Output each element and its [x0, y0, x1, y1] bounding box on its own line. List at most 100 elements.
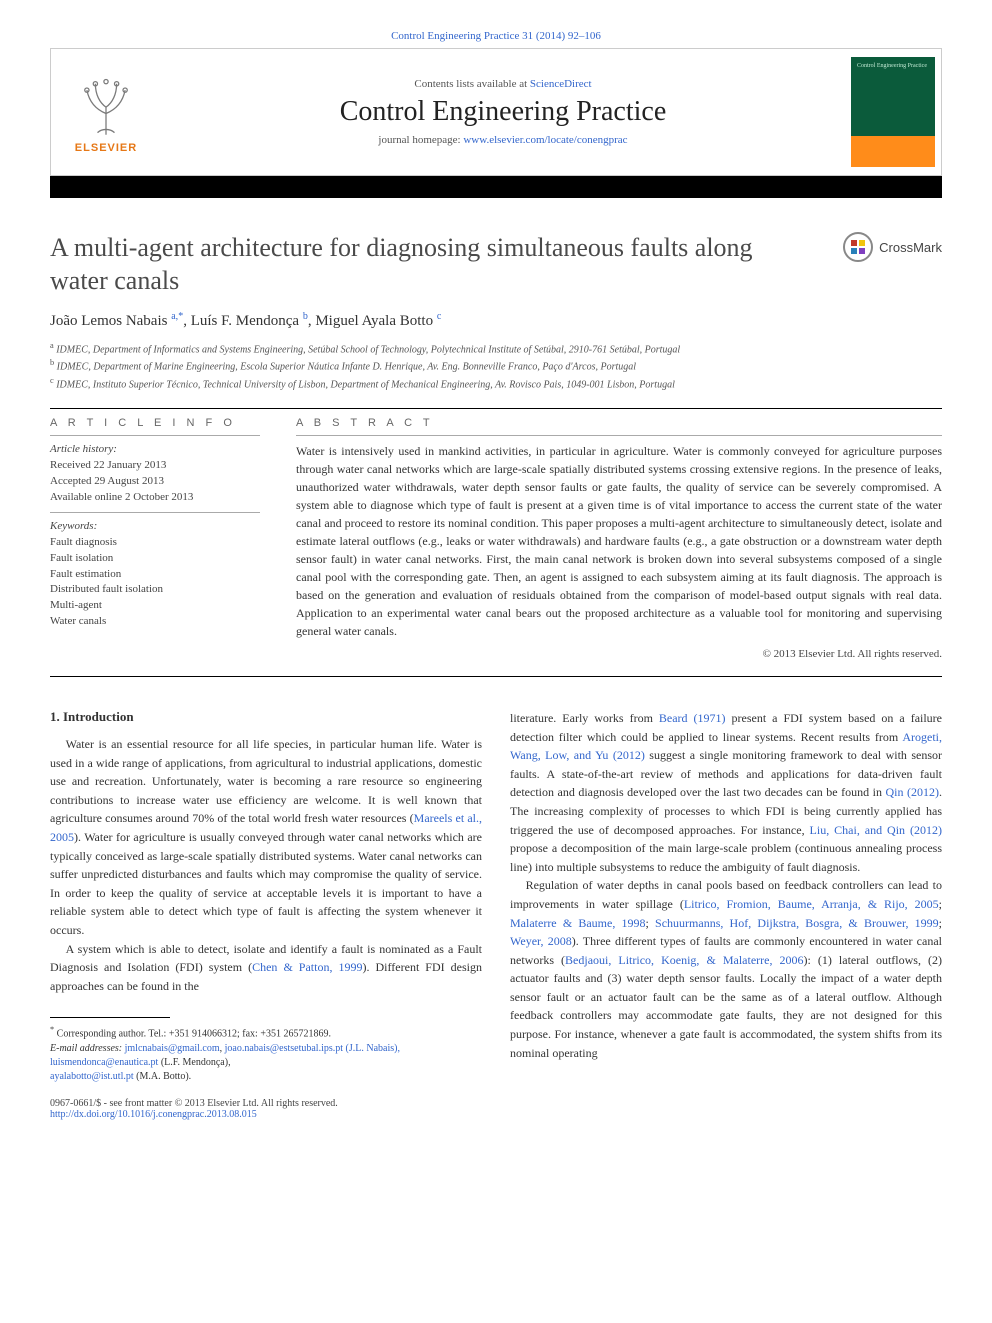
sciencedirect-link[interactable]: ScienceDirect [530, 78, 592, 90]
ref-bedjaoui-2006[interactable]: Bedjaoui, Litrico, Koenig, & Malaterre, … [565, 953, 803, 967]
journal-homepage-link[interactable]: www.elsevier.com/locate/conengprac [463, 134, 627, 146]
col2-text: literature. Early works from Beard (1971… [510, 709, 942, 1062]
email-person-3: (M.A. Botto). [134, 1071, 192, 1082]
footnote-rule [50, 1017, 170, 1018]
c1p1b: ). Water for agriculture is usually conv… [50, 830, 482, 937]
keyword-2: Fault estimation [50, 567, 260, 583]
email-4[interactable]: ayalabotto@ist.utl.pt [50, 1071, 134, 1082]
ref-liu-2012[interactable]: Liu, Chai, and Qin (2012) [810, 823, 942, 837]
abstract-copyright: © 2013 Elsevier Ltd. All rights reserved… [296, 648, 942, 660]
crossmark-icon [843, 232, 873, 262]
col1-text: Water is an essential resource for all l… [50, 735, 482, 995]
journal-header-box: ELSEVIER Contents lists available at Sci… [50, 48, 942, 176]
c2p2s1: ; [939, 897, 942, 911]
authors-line: João Lemos Nabais a,*, Luís F. Mendonça … [50, 311, 942, 330]
author-sep-1: , [183, 313, 191, 329]
section-divider-bottom [50, 676, 942, 677]
homepage-prefix: journal homepage: [378, 134, 463, 146]
c2p2c: ): (1) lateral outflows, (2) actuator fa… [510, 953, 942, 1060]
article-info-rule-1 [50, 435, 260, 436]
body-two-column: 1. Introduction Water is an essential re… [50, 709, 942, 1120]
abstract-heading: A B S T R A C T [296, 417, 942, 429]
author-3-aff-link[interactable]: c [437, 311, 441, 322]
column-left: 1. Introduction Water is an essential re… [50, 709, 482, 1120]
ref-beard-1971[interactable]: Beard (1971) [659, 711, 726, 725]
contents-available-line: Contents lists available at ScienceDirec… [414, 78, 591, 90]
publisher-label: ELSEVIER [75, 142, 137, 154]
ref-schuurmanns-1999[interactable]: Schuurmanns, Hof, Dijkstra, Bosgra, & Br… [655, 916, 939, 930]
email-3[interactable]: luismendonca@enautica.pt [50, 1057, 158, 1068]
keyword-0: Fault diagnosis [50, 535, 260, 551]
ref-weyer-2008[interactable]: Weyer, 2008 [510, 934, 572, 948]
affiliation-b: b IDMEC, Department of Marine Engineerin… [50, 357, 942, 374]
author-2: Luís F. Mendonça [191, 313, 299, 329]
affiliation-c: c IDMEC, Instituto Superior Técnico, Tec… [50, 375, 942, 392]
article-accepted: Accepted 29 August 2013 [50, 474, 260, 490]
author-1: João Lemos Nabais [50, 313, 167, 329]
abstract-text: Water is intensively used in mankind act… [296, 442, 942, 640]
section-1-heading: 1. Introduction [50, 709, 482, 725]
corresponding-author-line: * Corresponding author. Tel.: +351 91406… [50, 1024, 482, 1041]
email-label: E-mail addresses: [50, 1043, 122, 1054]
crossmark-label: CrossMark [879, 240, 942, 255]
citation-link[interactable]: Control Engineering Practice 31 (2014) 9… [391, 30, 601, 42]
journal-cover-cell: Control Engineering Practice [845, 49, 941, 175]
email-person-1[interactable]: (J.L. Nabais), [346, 1043, 400, 1054]
keyword-3: Distributed fault isolation [50, 582, 260, 598]
bottom-meta: 0967-0661/$ - see front matter © 2013 El… [50, 1098, 482, 1120]
article-keywords: Keywords: Fault diagnosis Fault isolatio… [50, 519, 260, 631]
journal-cover-thumb: Control Engineering Practice [851, 57, 935, 167]
affiliation-c-text: IDMEC, Instituto Superior Técnico, Techn… [56, 379, 675, 390]
publisher-logo-cell: ELSEVIER [51, 49, 161, 175]
corr-label: Corresponding author. Tel.: [57, 1029, 169, 1040]
c2p2s2: ; [646, 916, 656, 930]
c2p1a: literature. Early works from [510, 711, 659, 725]
keyword-5: Water canals [50, 614, 260, 630]
email-person-2: (L.F. Mendonça), [158, 1057, 230, 1068]
contents-prefix: Contents lists available at [414, 78, 529, 90]
corr-fax: +351 265721869. [260, 1029, 331, 1040]
c2p2s3: ; [939, 916, 942, 930]
doi-link[interactable]: http://dx.doi.org/10.1016/j.conengprac.2… [50, 1109, 257, 1120]
issn-line: 0967-0661/$ - see front matter © 2013 El… [50, 1098, 482, 1109]
elsevier-tree-icon [71, 70, 141, 140]
article-online: Available online 2 October 2013 [50, 490, 260, 506]
keyword-4: Multi-agent [50, 598, 260, 614]
email-1[interactable]: jmlcnabais@gmail.com [125, 1043, 220, 1054]
c2p1e: propose a decomposition of the main larg… [510, 841, 942, 874]
article-info-heading: A R T I C L E I N F O [50, 417, 260, 429]
page-header-citation: Control Engineering Practice 31 (2014) 9… [50, 30, 942, 42]
email-addresses-line: E-mail addresses: jmlcnabais@gmail.com, … [50, 1042, 482, 1070]
article-received: Received 22 January 2013 [50, 458, 260, 474]
author-3: Miguel Ayala Botto [315, 313, 433, 329]
article-info-rule-2 [50, 512, 260, 513]
column-right: literature. Early works from Beard (1971… [510, 709, 942, 1120]
keyword-1: Fault isolation [50, 551, 260, 567]
email-2[interactable]: joao.nabais@estsetubal.ips.pt [225, 1043, 343, 1054]
journal-homepage-line: journal homepage: www.elsevier.com/locat… [378, 134, 627, 146]
ref-chen-patton-1999[interactable]: Chen & Patton, 1999 [252, 960, 362, 974]
article-history-label: Article history: [50, 442, 260, 458]
corr-tel: +351 914066312 [169, 1029, 237, 1040]
journal-header-center: Contents lists available at ScienceDirec… [161, 49, 845, 175]
section-divider-top [50, 408, 942, 409]
affiliation-b-text: IDMEC, Department of Marine Engineering,… [57, 362, 636, 373]
article-info-block: A R T I C L E I N F O Article history: R… [50, 417, 260, 660]
article-history: Article history: Received 22 January 201… [50, 442, 260, 506]
ref-qin-2012[interactable]: Qin (2012) [885, 785, 939, 799]
affiliation-a: a IDMEC, Department of Informatics and S… [50, 340, 942, 357]
email-addresses-line-2: ayalabotto@ist.utl.pt (M.A. Botto). [50, 1070, 482, 1084]
cover-title-text: Control Engineering Practice [857, 63, 929, 70]
header-black-bar [50, 176, 942, 198]
corr-fax-label: ; fax: [237, 1029, 260, 1040]
article-title: A multi-agent architecture for diagnosin… [50, 232, 770, 297]
abstract-block: A B S T R A C T Water is intensively use… [296, 417, 942, 660]
ref-litrico-2005[interactable]: Litrico, Fromion, Baume, Arranja, & Rijo… [684, 897, 939, 911]
ref-malaterre-1998[interactable]: Malaterre & Baume, 1998 [510, 916, 646, 930]
abstract-rule [296, 435, 942, 436]
crossmark-widget[interactable]: CrossMark [843, 232, 942, 262]
affiliations: a IDMEC, Department of Informatics and S… [50, 340, 942, 392]
footnotes: * Corresponding author. Tel.: +351 91406… [50, 1024, 482, 1083]
keywords-label: Keywords: [50, 519, 260, 535]
journal-name: Control Engineering Practice [340, 96, 667, 128]
